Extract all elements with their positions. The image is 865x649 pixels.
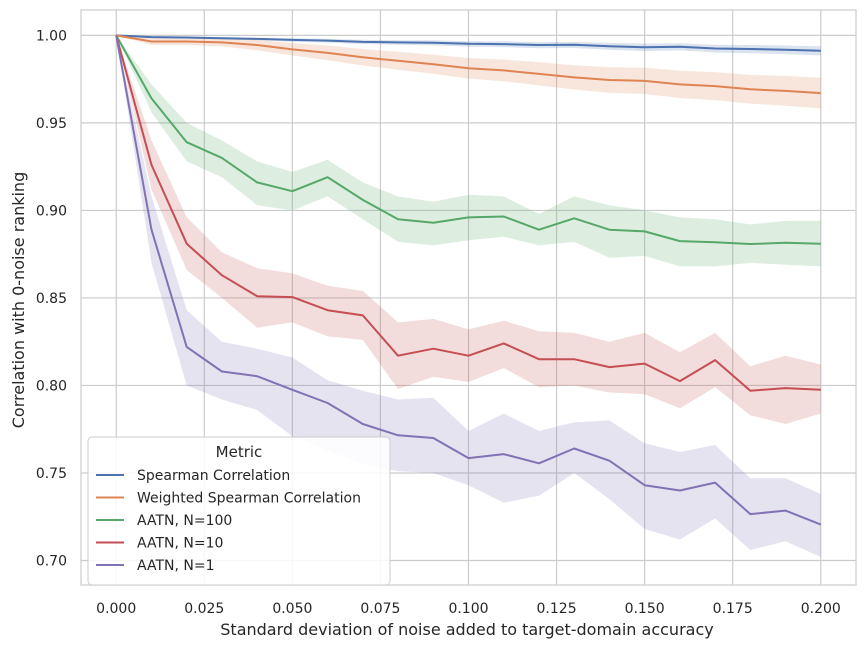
legend-label: AATN, N=1	[137, 558, 215, 574]
x-tick-label: 0.025	[184, 601, 224, 617]
legend-label: AATN, N=10	[137, 536, 223, 552]
plot-frame	[80, 9, 857, 586]
x-tick-label: 0.150	[625, 601, 665, 617]
y-tick-label: 0.85	[36, 291, 67, 307]
line-weighted-spearman-correlation	[116, 34, 821, 95]
x-tick-label: 0.200	[801, 601, 841, 617]
x-axis-label: Standard deviation of noise added to tar…	[220, 620, 713, 639]
legend: Metric Spearman Correlation Weighted Spea…	[87, 436, 391, 586]
x-tick-label: 0.000	[96, 601, 136, 617]
x-tick-labels: 0.000 0.025 0.050 0.075 0.100 0.125 0.150 0.175…	[96, 601, 841, 617]
legend-items: Spearman Correlation Weighted Spearman Co…	[96, 468, 361, 574]
band-aatn-n-1	[116, 35, 821, 557]
line-spearman-correlation	[116, 34, 821, 52]
y-tick-label: 0.70	[36, 553, 67, 569]
line-aatn-n-10	[115, 35, 821, 392]
y-tick-labels: 0.70 0.75 0.80 0.85 0.90 0.95 1.00	[36, 28, 67, 569]
legend-label: Weighted Spearman Correlation	[137, 491, 361, 507]
x-tick-label: 0.125	[537, 601, 577, 617]
line-aatn-n-100	[115, 34, 821, 245]
legend-box	[87, 436, 391, 586]
legend-label: AATN, N=100	[137, 513, 232, 529]
x-tick-label: 0.075	[360, 601, 400, 617]
series-lines	[115, 34, 822, 526]
y-tick-label: 0.75	[36, 466, 67, 482]
band-aatn-n-10	[116, 35, 821, 425]
x-tick-label: 0.050	[272, 601, 312, 617]
legend-label: Spearman Correlation	[137, 468, 290, 484]
line-aatn-n-1	[115, 35, 822, 526]
y-axis-label: Correlation with 0-noise ranking	[9, 172, 28, 428]
y-tick-label: 0.80	[36, 378, 67, 394]
y-tick-label: 0.90	[36, 203, 67, 219]
x-tick-label: 0.100	[448, 601, 488, 617]
x-tick-label: 0.175	[713, 601, 753, 617]
legend-title: Metric	[216, 443, 263, 461]
band-aatn-n-100	[116, 35, 821, 267]
band-weighted-spearman-correlation	[116, 35, 821, 109]
y-tick-label: 0.95	[36, 116, 67, 132]
y-tick-label: 1.00	[36, 28, 67, 44]
